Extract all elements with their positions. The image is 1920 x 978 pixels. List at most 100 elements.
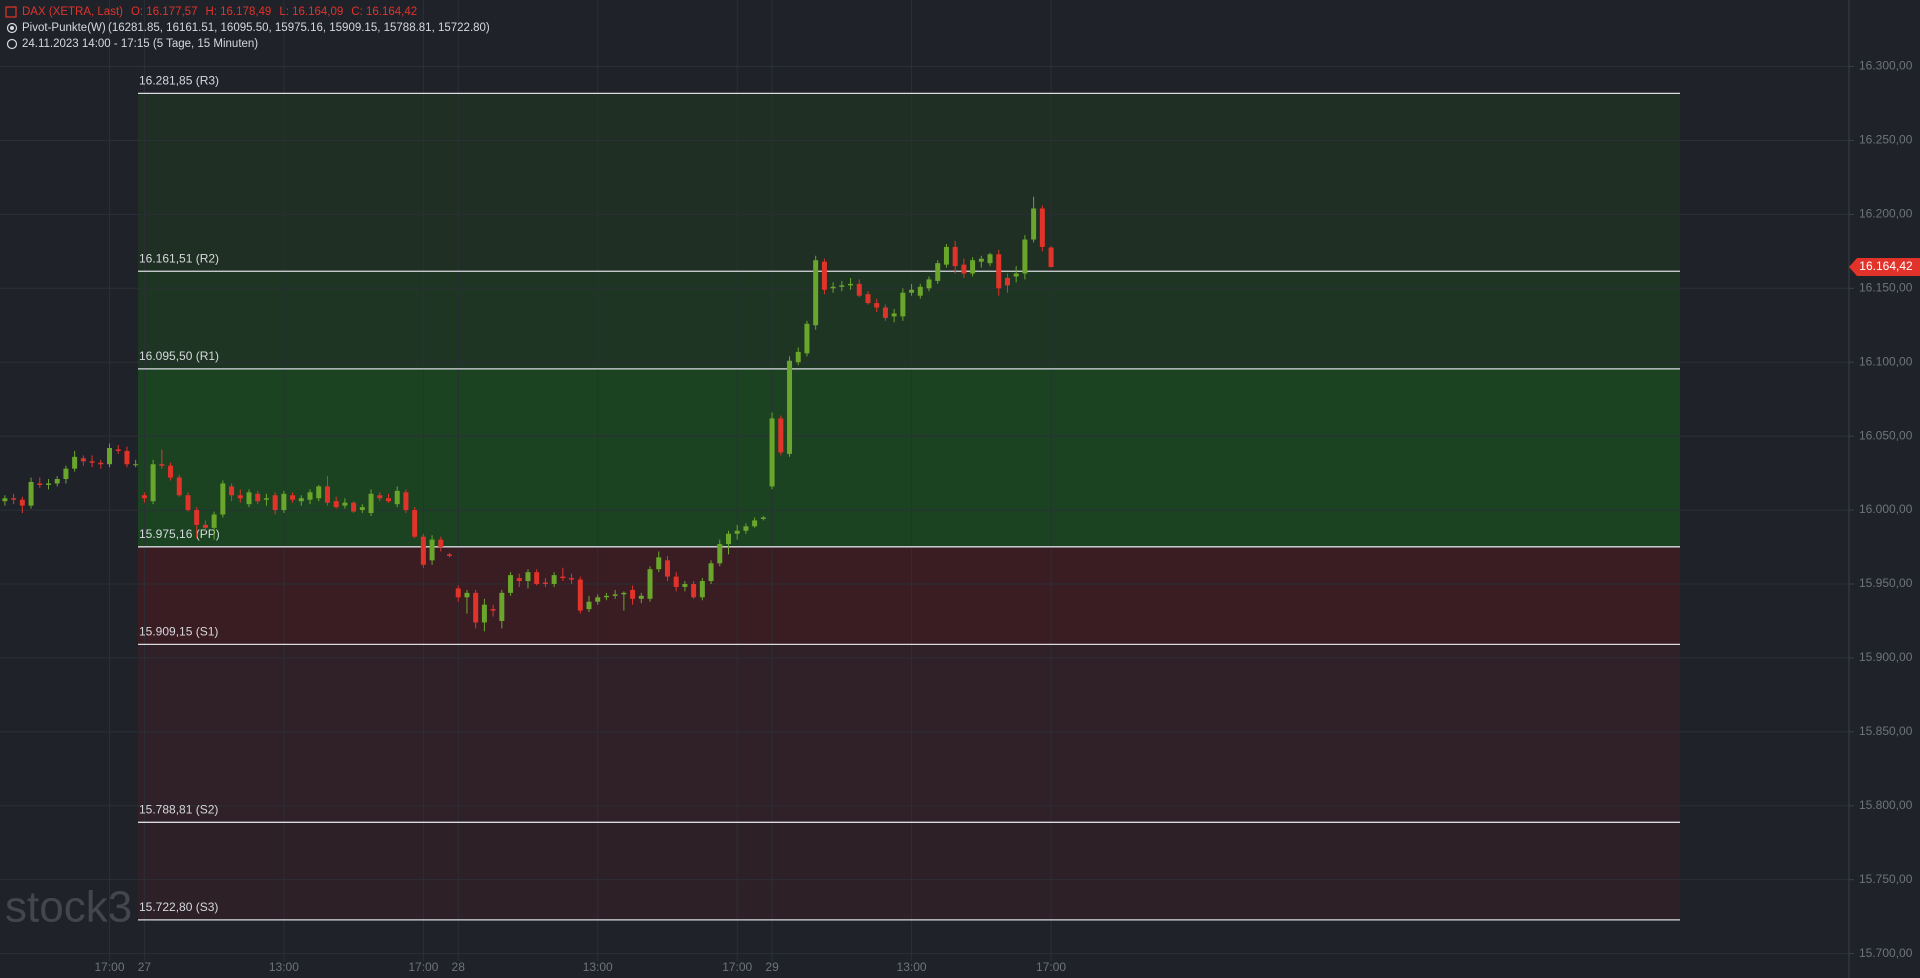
candle-body [560, 576, 566, 579]
candle-body [490, 609, 496, 611]
x-tick-label: 29 [765, 960, 779, 974]
symbol-icon [5, 6, 17, 18]
ohlc-label: C: 16.164,42 [351, 6, 417, 18]
candle-body [664, 560, 670, 577]
axis: 15.700,00 15.750,00 15.800,00 15.850,00 15.9… [95, 59, 1920, 974]
candle-body [220, 483, 226, 515]
candle-body [72, 456, 78, 469]
candle-body [98, 462, 104, 465]
candle-body [516, 578, 522, 582]
candle-body [107, 447, 113, 465]
candle-body [595, 597, 601, 602]
candle-body [699, 581, 705, 598]
candle-body [342, 502, 348, 506]
pivot-zone [138, 546, 1680, 645]
candle-body [159, 464, 165, 466]
y-tick-label: 15.850,00 [1859, 724, 1913, 738]
candle-body [194, 510, 200, 525]
candle-body [28, 481, 34, 506]
candle-body [394, 490, 400, 505]
candle-body [272, 495, 278, 511]
candle-body [839, 285, 845, 287]
candle-body [682, 583, 688, 587]
candle-body [743, 526, 749, 531]
candle-body [542, 582, 548, 584]
candle-body [63, 468, 69, 480]
pivot-zone [138, 271, 1680, 369]
candle-body [385, 498, 391, 502]
candle-body [943, 246, 949, 265]
candle-body [298, 498, 304, 502]
y-tick-label: 16.150,00 [1859, 280, 1913, 294]
watermark: stock3 [5, 883, 132, 932]
candle-body [577, 579, 583, 611]
candle-body [734, 530, 740, 534]
candle-body [473, 592, 479, 623]
x-tick-label: 13:00 [269, 960, 299, 974]
candle-body [1004, 277, 1010, 286]
candle-body [89, 461, 95, 463]
candle-body [926, 279, 932, 289]
candle-body [1013, 273, 1019, 277]
y-tick-label: 15.800,00 [1859, 798, 1913, 812]
pivot-zone [138, 644, 1680, 823]
grid [0, 0, 1849, 961]
indicator-icon [6, 22, 18, 34]
candle-body [499, 592, 505, 621]
candle-body [11, 498, 17, 500]
pivot-label: 15.909,15 (S1) [139, 625, 218, 639]
candles [2, 196, 1054, 632]
candle-body [141, 495, 147, 499]
candle-body [621, 592, 627, 595]
candle-body [124, 450, 130, 465]
candle-body [368, 493, 374, 514]
candle-body [464, 592, 470, 598]
indicator-name: Pivot-Punkte(W) [22, 22, 106, 34]
candle-body [168, 465, 174, 478]
candle-body [882, 307, 888, 318]
y-tick-label: 15.750,00 [1859, 872, 1913, 886]
candle-body [80, 458, 86, 462]
ohlc-label: H: 16.178,49 [205, 6, 271, 18]
candle-body [856, 283, 862, 296]
candle-body [403, 492, 409, 511]
candle-body [290, 495, 296, 500]
y-tick-label: 16.250,00 [1859, 133, 1913, 147]
candle-body [185, 495, 191, 511]
candle-body [45, 483, 51, 485]
candle-body [19, 499, 25, 506]
pivot-lines: 16.281,85 (R3) 16.161,51 (R2) 16.095,50 (R… [138, 74, 1680, 921]
y-tick-label: 16.000,00 [1859, 502, 1913, 516]
ohlc-label: L: 16.164,09 [279, 6, 343, 18]
x-tick-label: 13:00 [897, 960, 927, 974]
candle-body [813, 260, 819, 326]
candle-body [891, 313, 897, 317]
pivot-label: 16.095,50 (R1) [139, 349, 219, 363]
candle-body [630, 589, 636, 599]
candle-body [656, 557, 662, 570]
candle-body [324, 486, 330, 503]
candle-body [412, 510, 418, 537]
candle-body [874, 303, 880, 308]
candle-body [804, 323, 810, 354]
candle-body [37, 483, 43, 485]
candle-body [725, 533, 731, 545]
pivot-label: 16.281,85 (R3) [139, 74, 219, 88]
candle-body [708, 563, 714, 582]
candle-body [211, 514, 217, 528]
pivot-label: 15.788,81 (S2) [139, 802, 218, 816]
candle-body [830, 286, 836, 289]
candle-body [821, 261, 827, 290]
last-price-label: 16.164,42 [1859, 259, 1913, 273]
candle-body [586, 601, 592, 610]
candle-body [760, 517, 766, 519]
candle-body [917, 286, 923, 296]
candle-body [647, 569, 653, 599]
candle-body [307, 492, 313, 500]
candle-body [237, 495, 243, 499]
candle-body [202, 524, 208, 528]
candle-body [115, 449, 121, 451]
candle-body [673, 576, 679, 587]
candle-body [952, 246, 958, 267]
